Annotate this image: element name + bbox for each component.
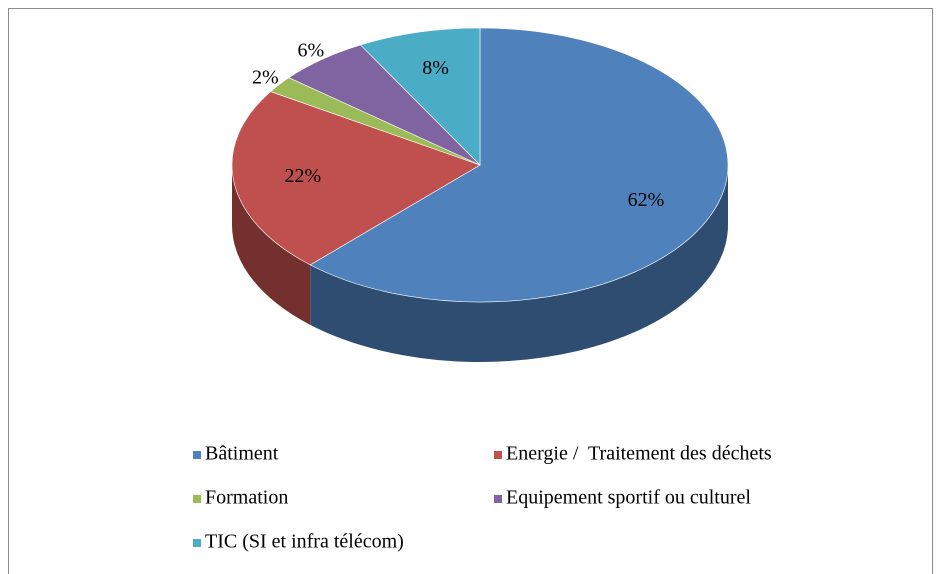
pie-slice	[359, 27, 481, 166]
chart-frame	[8, 8, 933, 574]
legend-marker	[494, 451, 502, 459]
legend-label: Equipement sportif ou culturel	[506, 487, 751, 509]
data-label: 8%	[422, 57, 449, 79]
legend-label: Formation	[205, 487, 288, 509]
legend-label: Bâtiment	[205, 443, 279, 465]
data-label: 62%	[628, 189, 665, 211]
legend-marker	[193, 539, 201, 547]
legend-marker	[494, 495, 502, 503]
legend-label: Energie / Traitement des déchets	[506, 443, 772, 465]
data-label: 6%	[298, 40, 325, 62]
legend-label: TIC (SI et infra télécom)	[205, 531, 404, 553]
pie-slice	[231, 91, 481, 266]
data-label: 2%	[252, 66, 279, 88]
pie-side	[232, 165, 311, 325]
legend-marker	[193, 495, 201, 503]
data-label: 22%	[285, 165, 322, 187]
pie-slice	[309, 27, 729, 303]
legend-marker	[193, 451, 201, 459]
pie-side	[310, 165, 728, 362]
